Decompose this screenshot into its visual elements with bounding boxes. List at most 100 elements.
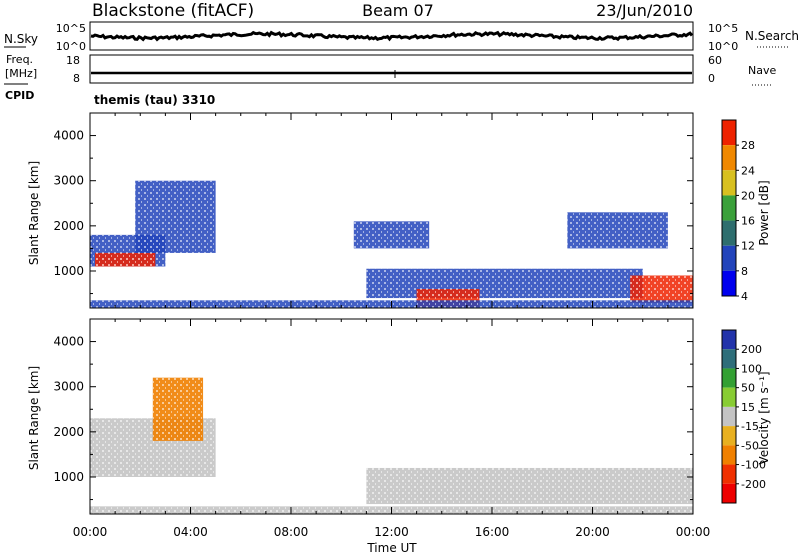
x-tick-label: 04:00 <box>173 525 208 539</box>
x-axis-label: Time UT <box>366 541 417 554</box>
power-panel: Slant Range [km] 1000 2000 3000 4000 28 24 20… <box>27 112 771 309</box>
power-region-texture <box>366 268 643 299</box>
noise-frame <box>89 21 694 51</box>
colorbar-tick-label: 100 <box>741 362 762 375</box>
freq-label-1: Freq. <box>6 53 33 66</box>
power-colorbar-label: Power [dB] <box>757 180 771 245</box>
power-region-1 <box>95 252 156 267</box>
power-region-6 <box>567 212 668 249</box>
power-colorbar: 28 24 20 16 12 8 4 <box>721 119 755 303</box>
power-region-7 <box>353 221 430 249</box>
date-title: 23/Jun/2010 <box>596 1 693 20</box>
colorbar-tick-label: -15 <box>741 420 759 433</box>
noise-right-tick-top: 10^5 <box>708 22 738 35</box>
velocity-marks <box>90 377 693 514</box>
velocity-ylabel: Slant Range [km] <box>27 366 41 470</box>
power-region-5 <box>630 275 693 303</box>
y-tick-label: 3000 <box>53 380 84 394</box>
freq-label-2: [MHz] <box>5 67 37 80</box>
x-tick-label: 00:00 <box>73 525 108 539</box>
velocity-region-texture <box>366 467 693 505</box>
colorbar-swatch <box>722 349 736 369</box>
colorbar-frame <box>721 329 737 504</box>
colorbar-tick-label: 15 <box>741 401 755 414</box>
velocity-x-ticks <box>89 319 694 514</box>
power-region-2 <box>135 180 216 253</box>
noise-left-tick-bottom: 10^0 <box>56 40 86 53</box>
colorbar-tick-label: 50 <box>741 382 755 395</box>
y-tick-label: 4000 <box>53 335 84 349</box>
nave-label: Nave <box>748 64 776 77</box>
x-tick-label: 00:00 <box>676 525 711 539</box>
noise-left-tick-top: 10^5 <box>56 22 86 35</box>
colorbar-tick-label: 24 <box>741 164 755 177</box>
power-y-ticks: 1000 2000 3000 4000 <box>53 112 693 295</box>
colorbar-swatch <box>722 220 736 246</box>
noise-panel: N.Sky 10^5 10^0 10^5 10^0 N.Search <box>4 21 799 53</box>
freq-frame <box>89 54 694 84</box>
colorbar-swatch <box>722 245 736 271</box>
colorbar-tick-label: -100 <box>741 459 766 472</box>
colorbar-swatch <box>722 195 736 221</box>
colorbar-tick-label: 200 <box>741 343 762 356</box>
colorbar-swatch <box>722 170 736 196</box>
colorbar-tick-label: 4 <box>741 290 748 303</box>
velocity-colorbar: 200 100 50 15 -15 -50 -100 -200 <box>721 329 766 504</box>
velocity-panel: Slant Range [km] 1000 2000 3000 4000 200 100… <box>27 318 771 515</box>
colorbar-tick-label: 8 <box>741 265 748 278</box>
colorbar-swatch <box>722 387 736 407</box>
colorbar-swatch <box>722 445 736 465</box>
noise-right-label: N.Search <box>745 29 799 43</box>
freq-right-tick-top: 60 <box>708 54 722 67</box>
colorbar-swatch <box>722 483 736 503</box>
y-tick-label: 4000 <box>53 129 84 143</box>
freq-right-tick-bottom: 0 <box>708 72 715 85</box>
y-tick-label: 3000 <box>53 174 84 188</box>
power-region-texture <box>135 180 216 253</box>
x-tick-label: 08:00 <box>274 525 309 539</box>
colorbar-swatch <box>722 330 736 350</box>
colorbar-swatch <box>722 406 736 427</box>
colorbar-swatch <box>722 368 736 388</box>
x-tick-label: 16:00 <box>475 525 510 539</box>
y-tick-label: 2000 <box>53 425 84 439</box>
noise-left-label: N.Sky <box>4 32 38 46</box>
colorbar-swatch <box>722 426 736 446</box>
power-x-ticks <box>89 113 694 308</box>
power-marks <box>90 180 693 308</box>
power-region-texture <box>567 212 668 249</box>
y-tick-label: 1000 <box>53 470 84 484</box>
velocity-region-2 <box>366 467 693 505</box>
velocity-colorbar-label: Velocity [m s⁻¹] <box>757 371 771 464</box>
freq-left-tick-top: 18 <box>66 54 80 67</box>
velocity-region-texture <box>152 377 204 441</box>
freq-panel: Freq. [MHz] CPID 18 8 60 0 Nave themis (… <box>4 53 776 107</box>
beam-title: Beam 07 <box>362 1 434 20</box>
colorbar-tick-label: 16 <box>741 215 755 228</box>
colorbar-frame <box>721 119 737 297</box>
power-region-texture <box>95 252 156 267</box>
freq-left-tick-bottom: 8 <box>73 72 80 85</box>
colorbar-tick-label: 28 <box>741 139 755 152</box>
noise-trace <box>90 30 694 42</box>
velocity-region-1 <box>152 377 204 441</box>
colorbar-swatch <box>722 145 736 171</box>
colorbar-swatch <box>722 270 736 296</box>
colorbar-tick-label: -50 <box>741 439 759 452</box>
colorbar-tick-label: 12 <box>741 240 755 253</box>
power-ylabel: Slant Range [km] <box>27 161 41 265</box>
station-title: Blackstone (fitACF) <box>92 1 254 21</box>
cpid-text: themis (tau) 3310 <box>94 93 215 107</box>
velocity-y-ticks: 1000 2000 3000 4000 <box>53 318 693 501</box>
x-tick-label: 20:00 <box>575 525 610 539</box>
y-tick-label: 1000 <box>53 264 84 278</box>
x-tick-label: 12:00 <box>374 525 409 539</box>
power-region-texture <box>353 221 430 249</box>
x-tick-labels: 00:00 04:00 08:00 12:00 16:00 20:00 00:00 <box>73 525 711 539</box>
power-region-3 <box>366 268 643 299</box>
colorbar-swatch <box>722 464 736 484</box>
colorbar-swatch <box>722 120 736 146</box>
colorbar-tick-label: 20 <box>741 189 755 202</box>
y-tick-label: 2000 <box>53 219 84 233</box>
